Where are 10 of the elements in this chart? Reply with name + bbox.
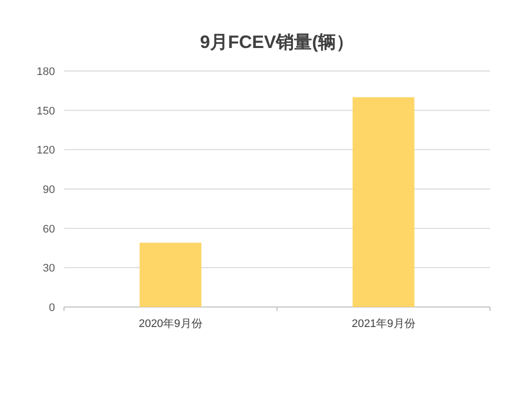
title: 9月FCEV销量(辆）: [200, 32, 354, 52]
x-tick-label: 2021年9月份: [352, 318, 416, 330]
y-tick-label: 0: [48, 302, 55, 314]
y-tick-label: 120: [36, 144, 55, 157]
x-tick-label: 2020年9月份: [138, 318, 202, 330]
y-tick-label: 180: [36, 66, 55, 78]
y-tick-label: 60: [42, 223, 55, 236]
y-tick-label: 150: [36, 105, 55, 118]
y-tick-label: 30: [42, 262, 55, 275]
y-tick-label: 90: [42, 184, 55, 196]
